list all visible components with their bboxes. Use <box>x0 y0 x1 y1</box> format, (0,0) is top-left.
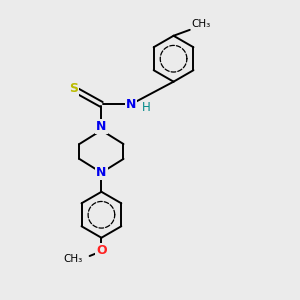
Text: N: N <box>96 166 106 179</box>
Text: N: N <box>96 120 106 133</box>
Text: H: H <box>142 101 151 114</box>
Text: CH₃: CH₃ <box>191 19 211 29</box>
Text: N: N <box>126 98 136 111</box>
Text: CH₃: CH₃ <box>64 254 83 264</box>
Text: S: S <box>69 82 78 95</box>
Text: O: O <box>96 244 107 256</box>
